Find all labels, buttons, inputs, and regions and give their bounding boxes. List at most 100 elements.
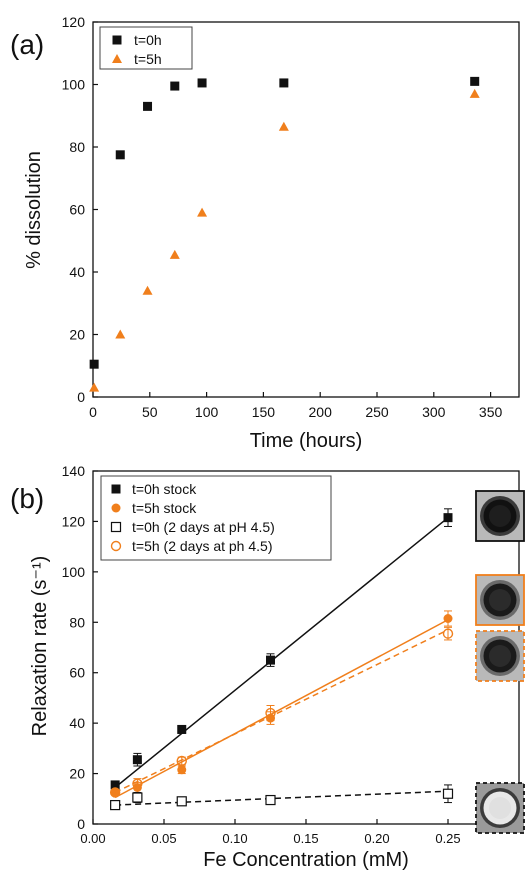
data-point-a-0 [470,76,480,86]
data-point-a-0 [143,101,153,111]
y-tick-label-b: 40 [69,715,85,731]
data-point-a-0 [170,81,180,91]
y-axis-title-a: % dissolution [23,151,45,269]
y-tick-label-b: 0 [77,816,85,832]
legend-marker-b [111,484,121,494]
inset-border [475,782,525,834]
inset-image [475,782,525,834]
data-point-b-0 [132,755,142,765]
data-point-a-1 [278,121,289,131]
legend-a: t=0h t=5h [99,26,193,70]
inset-border [475,490,525,542]
data-point-b-2 [132,792,143,803]
y-tick-label-a: 20 [69,327,85,343]
data-point-a-0 [197,78,207,88]
data-point-a-1 [469,88,480,98]
x-tick-label-a: 250 [365,404,389,420]
fit-line-b-2 [115,790,449,806]
data-point-a-1 [197,207,208,217]
marks-b [109,508,454,811]
data-point-a-1 [142,285,153,295]
y-tick-label-b: 120 [62,513,86,529]
x-tick-label-b: 0.20 [364,831,389,846]
data-point-b-0 [443,513,453,523]
x-tick-label-b: 0.05 [151,831,176,846]
inset-image [475,630,525,682]
legend-marker-b [110,521,122,533]
x-tick-label-a: 100 [195,404,219,420]
data-point-a-1 [89,382,100,392]
panel-a-label: (a) [10,29,44,60]
inset-center [489,645,511,667]
legend-label-b: t=0h (2 days at pH 4.5) [132,519,275,535]
inset-border [475,630,525,682]
data-point-b-2 [176,796,187,807]
legend-label-a: t=0h [134,32,162,48]
data-point-b-3 [132,778,143,789]
data-point-a-1 [169,249,180,259]
legend-label-b: t=5h (2 days at ph 4.5) [132,538,272,554]
chart-a: (a) 0 20 40 60 80 100 120 0 50 100 150 200 250 300 35… [10,14,520,452]
data-point-a-0 [89,359,99,369]
legend-label-a: t=5h [134,51,162,67]
inset-center [489,505,511,527]
inset-border [475,574,525,626]
x-tick-label-b: 0.00 [80,831,105,846]
fit-line-b-3 [114,629,449,794]
x-tick-label-b: 0.10 [222,831,247,846]
y-axis-title-b: Relaxation rate (s⁻¹) [29,556,51,737]
x-axis-a: 0 50 100 150 200 250 300 350 [89,392,502,420]
fit-lines-b [114,517,449,806]
legend-marker-b [110,540,122,552]
inset-image [475,574,525,626]
y-tick-label-b: 100 [62,564,86,580]
y-tick-label-b: 140 [62,463,86,479]
data-point-b-0 [266,655,275,665]
data-point-a-1 [115,329,126,339]
x-tick-label-b: 0.15 [293,831,318,846]
panel-b-label: (b) [10,483,44,514]
data-point-b-2 [265,794,276,806]
legend-marker-a [112,35,122,45]
y-axis-b: 0 20 40 60 80 100 120 140 [62,463,98,832]
y-tick-label-a: 40 [69,264,85,280]
legend-label-b: t=5h stock [132,500,197,516]
inset-center [489,797,511,819]
x-tick-label-a: 200 [309,404,333,420]
data-point-b-3 [265,707,276,719]
plot-frame-a [92,21,520,398]
data-point-a-0 [115,150,125,160]
inset-image [475,490,525,542]
y-tick-label-a: 120 [62,14,86,30]
data-point-b-2 [110,799,121,811]
inset-center [489,589,511,611]
data-point-b-0 [177,724,187,734]
y-tick-label-b: 60 [69,665,85,681]
x-axis-b: 0.00 0.05 0.10 0.15 0.20 0.25 [80,819,461,846]
data-point-a-0 [279,78,289,88]
x-tick-label-a: 50 [142,404,158,420]
y-tick-label-a: 60 [69,202,85,218]
x-tick-label-a: 350 [479,404,503,420]
legend-b: t=0h stock t=5h stock t=0h (2 days at pH 4… [100,475,332,561]
legend-box-b [100,475,332,561]
legend-marker-b [111,503,121,513]
x-axis-title-b: Fe Concentration (mM) [203,849,409,871]
x-tick-label-b: 0.25 [435,831,460,846]
fit-line-b-0 [114,517,449,789]
data-point-b-1 [177,765,187,775]
data-point-b-3 [109,787,121,798]
fit-line-b-1 [114,619,449,799]
marks-a [89,76,480,392]
legend-label-b: t=0h stock [132,481,197,497]
y-axis-a: 0 20 40 60 80 100 120 [62,14,98,405]
data-point-b-3 [442,628,454,639]
x-axis-title-a: Time (hours) [250,430,363,452]
data-point-b-0 [110,780,120,790]
data-point-b-2 [442,788,454,799]
x-tick-label-a: 0 [89,404,97,420]
x-tick-label-a: 300 [422,404,446,420]
data-point-b-3 [176,755,187,767]
